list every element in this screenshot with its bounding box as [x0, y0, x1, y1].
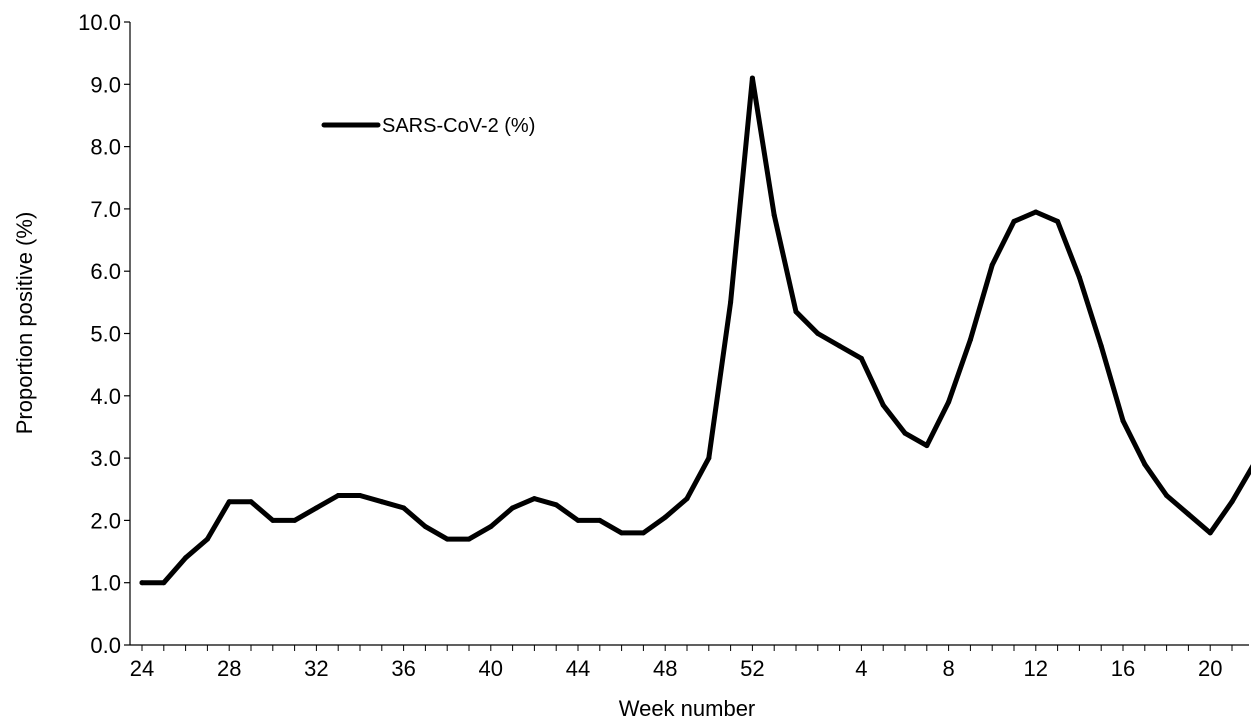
- y-tick-label: 6.0: [90, 259, 121, 284]
- data-point: [706, 455, 712, 461]
- x-tick-label: 52: [740, 656, 764, 681]
- x-tick-label: 24: [130, 656, 154, 681]
- x-tick-label: 44: [566, 656, 590, 681]
- y-tick-label: 8.0: [90, 135, 121, 160]
- x-tick-label: 8: [942, 656, 954, 681]
- data-point: [1120, 418, 1126, 424]
- data-point: [226, 499, 232, 505]
- data-point: [967, 337, 973, 343]
- data-point: [640, 530, 646, 536]
- y-tick-label: 5.0: [90, 322, 121, 347]
- y-tick-label: 2.0: [90, 508, 121, 533]
- y-axis-title: Proportion positive (%): [12, 212, 37, 435]
- series-layer: [139, 75, 1251, 586]
- x-tick-label: 4: [855, 656, 867, 681]
- x-tick-label: 40: [479, 656, 503, 681]
- data-point: [270, 517, 276, 523]
- data-point: [466, 536, 472, 542]
- y-axis: 0.0 1.0 2.0 3.0 4.0 5.0 6.0 7.0 8.0 9.0 10.0: [78, 10, 131, 658]
- data-point: [1207, 530, 1213, 536]
- data-point: [204, 536, 210, 542]
- data-point: [161, 580, 167, 586]
- data-point: [662, 514, 668, 520]
- y-tick-label: 7.0: [90, 197, 121, 222]
- y-tick-label: 0.0: [90, 633, 121, 658]
- data-point: [1098, 343, 1104, 349]
- data-point: [924, 443, 930, 449]
- data-point: [858, 355, 864, 361]
- y-tick-label: 4.0: [90, 384, 121, 409]
- data-point: [749, 75, 755, 81]
- data-point: [880, 402, 886, 408]
- data-point: [771, 212, 777, 218]
- data-point: [575, 517, 581, 523]
- data-point: [248, 499, 254, 505]
- x-axis-title: Week number: [619, 696, 756, 719]
- y-tick-label: 3.0: [90, 446, 121, 471]
- data-point: [292, 517, 298, 523]
- x-tick-label: 16: [1111, 656, 1135, 681]
- data-point: [815, 331, 821, 336]
- data-point: [1185, 511, 1191, 517]
- data-point: [728, 299, 734, 305]
- data-point: [139, 580, 145, 586]
- x-tick-label: 20: [1198, 656, 1222, 681]
- legend-label-sars-cov-2: SARS-CoV-2 (%): [382, 115, 535, 137]
- y-tick-label: 9.0: [90, 72, 121, 97]
- data-point: [597, 517, 603, 523]
- data-point: [1011, 218, 1017, 224]
- data-point: [357, 492, 363, 498]
- data-point: [422, 524, 428, 530]
- data-point: [1076, 274, 1082, 280]
- data-point: [183, 555, 189, 561]
- x-tick-label: 28: [217, 656, 241, 681]
- x-axis: 24 28 32 36 40 44 48 52 4 8 12 16 20: [130, 644, 1249, 681]
- x-tick-label: 36: [391, 656, 415, 681]
- data-point: [510, 505, 516, 511]
- data-point: [793, 309, 799, 315]
- data-point: [684, 496, 690, 502]
- x-tick-label: 48: [653, 656, 677, 681]
- x-tick-label: 12: [1024, 656, 1048, 681]
- data-point: [1142, 461, 1148, 467]
- data-point: [488, 524, 494, 530]
- series-line-sars-cov-2: [139, 75, 1251, 586]
- data-point: [531, 496, 537, 502]
- data-point: [837, 343, 843, 349]
- data-point: [902, 430, 908, 436]
- legend: SARS-CoV-2 (%): [321, 115, 535, 137]
- y-tick-label: 1.0: [90, 571, 121, 596]
- data-point: [401, 505, 407, 511]
- data-point: [989, 262, 995, 268]
- data-point: [1055, 218, 1061, 224]
- data-point: [946, 399, 952, 405]
- data-point: [1164, 492, 1170, 498]
- data-point: [335, 492, 341, 498]
- data-point: [553, 502, 559, 508]
- data-point: [379, 499, 385, 505]
- data-point: [313, 505, 319, 511]
- data-point: [444, 536, 450, 542]
- data-point: [619, 530, 625, 536]
- data-point: [1033, 209, 1039, 215]
- x-tick-label: 32: [304, 656, 328, 681]
- data-point: [1229, 499, 1235, 505]
- y-tick-label: 10.0: [78, 10, 121, 35]
